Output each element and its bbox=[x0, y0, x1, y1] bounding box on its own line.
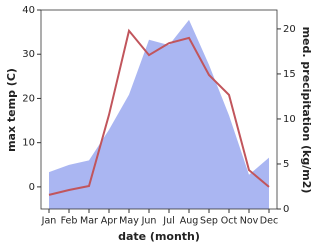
x-tick-label: Dec bbox=[260, 216, 278, 227]
x-tick-label: Feb bbox=[61, 216, 78, 227]
y-tick-label: 10 bbox=[22, 138, 35, 149]
x-tick-label: May bbox=[119, 216, 139, 227]
x-tick-label: Jul bbox=[162, 216, 174, 227]
x-tick-label: Nov bbox=[240, 216, 259, 227]
y-tick-label: 30 bbox=[22, 49, 35, 60]
y2-tick-label: 15 bbox=[283, 69, 296, 80]
y2-tick-label: 10 bbox=[283, 114, 296, 125]
y-axis-label: max temp (C) bbox=[5, 68, 18, 152]
x-axis-label: date (month) bbox=[118, 230, 200, 243]
temp-line bbox=[48, 28, 270, 196]
y2-axis-label: med. precipitation (kg/m2) bbox=[300, 27, 313, 194]
x-tick-label: Mar bbox=[80, 216, 98, 227]
y-tick-label: 0 bbox=[29, 182, 35, 193]
x-tick-label: Jan bbox=[41, 216, 57, 227]
y-tick-label: 40 bbox=[22, 5, 35, 16]
y2-tick-label: 5 bbox=[283, 159, 289, 170]
x-tick-label: Oct bbox=[221, 216, 238, 227]
y2-tick-label: 20 bbox=[283, 24, 296, 35]
x-tick-label: Apr bbox=[101, 216, 118, 227]
y2-tick-label: 0 bbox=[283, 204, 289, 215]
y-tick-label: 20 bbox=[22, 93, 35, 104]
x-tick-label: Aug bbox=[180, 216, 199, 227]
x-tick-label: Sep bbox=[200, 216, 218, 227]
precipitation-area bbox=[49, 19, 269, 209]
plot-frame bbox=[40, 9, 278, 210]
x-tick-label: Jun bbox=[141, 216, 157, 227]
